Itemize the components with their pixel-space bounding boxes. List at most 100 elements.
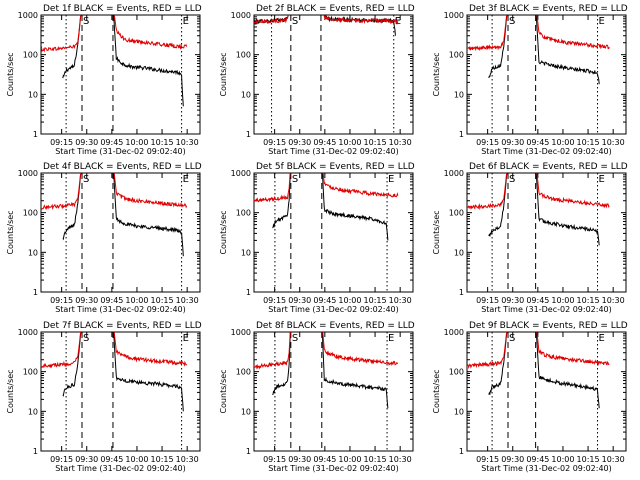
panel-9f: Det 9f BLACK = Events, RED = LLD 1 10 100 10… [432, 321, 628, 473]
xtick-label: 10:15 [151, 296, 174, 305]
plot-frame [253, 14, 414, 135]
panel-6f: Det 6f BLACK = Events, RED = LLD 1 10 100 10… [432, 162, 628, 314]
ytick-label: 1000 [444, 169, 464, 178]
xtick-label: 09:15 [50, 138, 73, 147]
marker-label: S [83, 174, 89, 185]
ytick-label: 10 [454, 407, 464, 416]
ytick-label: 1 [246, 130, 251, 139]
xtick-label: 09:30 [501, 455, 524, 464]
plot-frame [253, 331, 414, 452]
plot-frame [40, 172, 201, 293]
xtick-label: 10:15 [151, 455, 174, 464]
ytick-label: 100 [236, 368, 251, 377]
ytick-label: 1 [459, 288, 464, 297]
xtick-label: 09:45 [313, 296, 336, 305]
plot-frame [40, 331, 201, 452]
ytick-label: 10 [241, 248, 251, 257]
xtick-label: 09:30 [75, 455, 98, 464]
ytick-label: 10 [28, 90, 38, 99]
panel-title: Det 8f BLACK = Events, RED = LLD [256, 321, 415, 331]
xlabel: Start Time (31-Dec-02 09:02:40) [481, 305, 612, 314]
panel-7f: Det 7f BLACK = Events, RED = LLD 1 10 100 10… [6, 321, 202, 473]
series-lld [254, 332, 399, 370]
panel-title: Det 5f BLACK = Events, RED = LLD [256, 162, 415, 172]
marker-label: E [388, 174, 394, 185]
marker-label: E [388, 333, 394, 344]
series-events [62, 173, 184, 257]
ytick-label: 1000 [18, 328, 38, 337]
ytick-label: 10 [241, 407, 251, 416]
plot-frame [40, 14, 201, 135]
marker-label: E [599, 16, 605, 27]
series-lld [41, 173, 188, 211]
series-lld [254, 15, 399, 26]
xtick-label: 10:00 [125, 296, 148, 305]
xtick-label: 10:00 [551, 138, 574, 147]
ytick-label: 1 [246, 447, 251, 456]
ytick-label: 1000 [444, 11, 464, 20]
panel-title: Det 2f BLACK = Events, RED = LLD [256, 4, 415, 14]
xtick-label: 09:15 [476, 296, 499, 305]
xtick-label: 10:30 [176, 455, 199, 464]
xtick-label: 09:30 [288, 296, 311, 305]
ylabel: Counts/sec [432, 52, 441, 96]
xlabel: Start Time (31-Dec-02 09:02:40) [55, 305, 186, 314]
panel-4f: Det 4f BLACK = Events, RED = LLD 1 10 100 10… [6, 162, 202, 314]
ytick-label: 1000 [444, 328, 464, 337]
xtick-label: 10:00 [551, 296, 574, 305]
xtick-label: 10:15 [577, 296, 600, 305]
xtick-label: 10:30 [176, 138, 199, 147]
series-events [488, 173, 600, 246]
xtick-label: 09:45 [526, 296, 549, 305]
xlabel: Start Time (31-Dec-02 09:02:40) [55, 147, 186, 156]
marker-label: S [509, 174, 515, 185]
xtick-label: 10:15 [577, 455, 600, 464]
xlabel: Start Time (31-Dec-02 09:02:40) [268, 147, 399, 156]
xlabel: Start Time (31-Dec-02 09:02:40) [55, 464, 186, 473]
marker-label: E [183, 333, 189, 344]
xtick-label: 10:30 [389, 138, 412, 147]
panel-2f: Det 2f BLACK = Events, RED = LLD 1 10 100 10… [219, 4, 415, 156]
ylabel: Counts/sec [219, 369, 228, 413]
plot-frame [466, 172, 627, 293]
ytick-label: 100 [23, 209, 38, 218]
ylabel: Counts/sec [432, 369, 441, 413]
marker-label: S [83, 333, 89, 344]
xlabel: Start Time (31-Dec-02 09:02:40) [268, 464, 399, 473]
ytick-label: 100 [23, 368, 38, 377]
xtick-label: 09:30 [501, 138, 524, 147]
ytick-label: 10 [28, 407, 38, 416]
panel-title: Det 1f BLACK = Events, RED = LLD [43, 4, 202, 14]
xtick-label: 09:45 [100, 455, 123, 464]
xtick-label: 10:30 [602, 296, 625, 305]
ytick-label: 1 [246, 288, 251, 297]
panel-title: Det 6f BLACK = Events, RED = LLD [469, 162, 628, 172]
xtick-label: 10:15 [364, 138, 387, 147]
xtick-label: 10:15 [364, 296, 387, 305]
ytick-label: 100 [449, 51, 464, 60]
xtick-label: 09:45 [313, 455, 336, 464]
panel-8f: Det 8f BLACK = Events, RED = LLD 1 10 100 10… [219, 321, 415, 473]
xtick-label: 09:30 [75, 296, 98, 305]
series-events [488, 15, 600, 85]
marker-label: E [599, 174, 605, 185]
xtick-label: 10:30 [389, 455, 412, 464]
xtick-label: 10:00 [125, 455, 148, 464]
ytick-label: 1 [459, 130, 464, 139]
series-lld [41, 332, 188, 369]
xtick-label: 09:45 [100, 296, 123, 305]
xtick-label: 10:30 [389, 296, 412, 305]
xtick-label: 09:15 [50, 455, 73, 464]
marker-label: S [509, 16, 515, 27]
xtick-label: 10:15 [364, 455, 387, 464]
marker-label: E [183, 16, 189, 27]
ytick-label: 1000 [231, 328, 251, 337]
xtick-label: 09:30 [288, 455, 311, 464]
xtick-label: 10:30 [602, 138, 625, 147]
series-events [62, 332, 184, 412]
ytick-label: 1000 [231, 11, 251, 20]
xtick-label: 09:30 [501, 296, 524, 305]
marker-label: S [83, 16, 89, 27]
ytick-label: 100 [236, 51, 251, 60]
series-lld [41, 15, 188, 53]
